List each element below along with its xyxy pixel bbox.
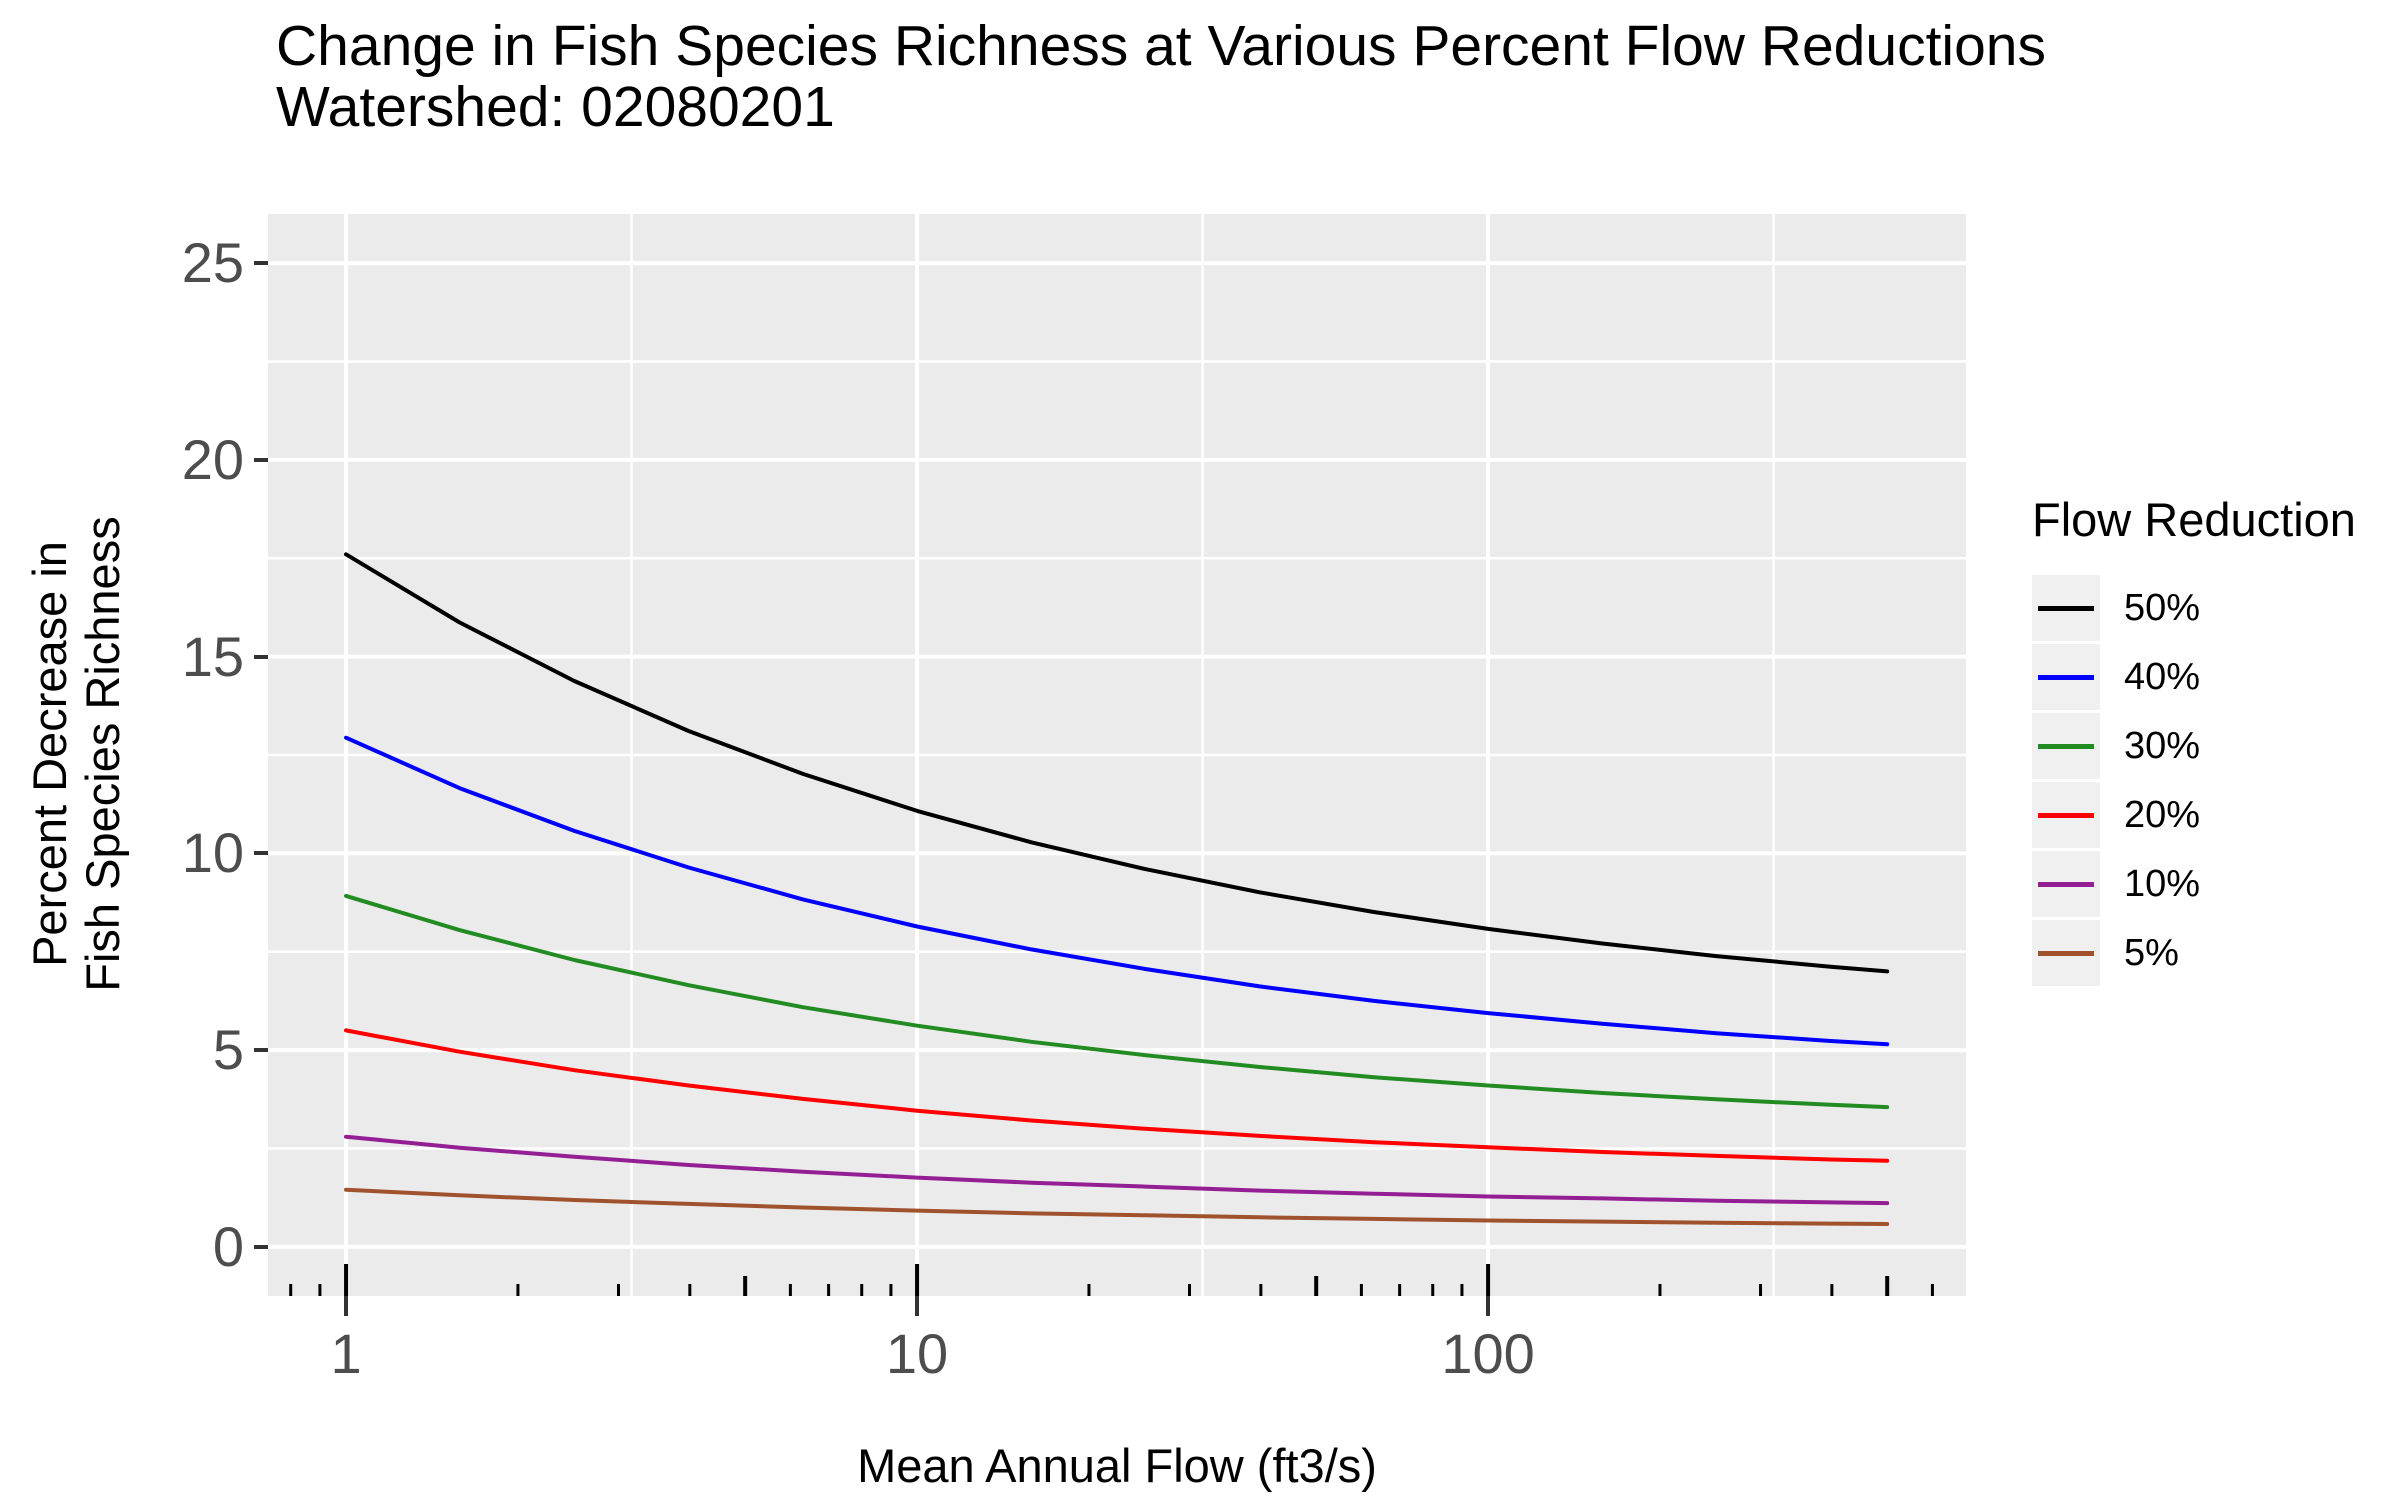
legend-key [2032, 575, 2100, 641]
y-axis-title: Percent Decrease in Fish Species Richnes… [23, 454, 133, 1054]
legend-item-40%: 40% [2032, 644, 2356, 710]
legend-label: 50% [2124, 586, 2201, 629]
legend-title: Flow Reduction [2032, 493, 2356, 546]
y-tick-mark [254, 261, 268, 266]
x-tick-mark [915, 1296, 920, 1316]
legend-swatch-line [2038, 675, 2094, 680]
y-tick-label: 10 [181, 821, 244, 885]
x-tick-label: 100 [1441, 1322, 1535, 1385]
legend-label: 40% [2124, 655, 2201, 698]
legend-item-20%: 20% [2032, 782, 2356, 848]
legend-item-50%: 50% [2032, 575, 2356, 641]
legend-label: 10% [2124, 862, 2201, 905]
legend-key [2032, 851, 2100, 917]
y-tick-mark [254, 1244, 268, 1249]
y-tick-mark [254, 851, 268, 856]
series-line-5% [344, 1187, 1890, 1226]
series-line-30% [344, 893, 1890, 1110]
x-tick-label: 1 [330, 1322, 362, 1385]
legend-swatch-line [2038, 813, 2094, 818]
y-tick-label: 25 [181, 231, 244, 295]
x-tick-label: 10 [885, 1322, 949, 1385]
legend-swatch-line [2038, 951, 2094, 956]
legend-swatch-line [2038, 744, 2094, 749]
x-tick-mark [344, 1296, 349, 1316]
plot-title: Change in Fish Species Richness at Vario… [276, 14, 2046, 78]
y-tick-mark [254, 1048, 268, 1053]
chart-svg [268, 214, 1966, 1296]
y-tick-label: 5 [212, 1018, 244, 1082]
y-axis-title-line1: Percent Decrease in [23, 541, 76, 967]
plot-panel [268, 214, 1966, 1296]
series-line-50% [344, 552, 1890, 974]
y-tick-label: 20 [181, 427, 244, 491]
y-tick-label: 15 [181, 624, 244, 688]
legend-label: 5% [2124, 931, 2179, 974]
legend-items: 50% 40% 30% 20% 10% 5% [2032, 575, 2356, 986]
x-tick-mark [1486, 1296, 1491, 1316]
legend-key [2032, 920, 2100, 986]
legend-swatch-line [2038, 606, 2094, 611]
legend-key [2032, 782, 2100, 848]
y-tick-label: 0 [212, 1214, 244, 1278]
plot-subtitle: Watershed: 02080201 [276, 75, 835, 139]
legend-label: 30% [2124, 724, 2201, 767]
legend-item-5%: 5% [2032, 920, 2356, 986]
legend: Flow Reduction 50% 40% 30% 20% 10% 5% [2032, 492, 2356, 989]
legend-item-30%: 30% [2032, 713, 2356, 779]
y-axis-title-line2: Fish Species Richness [76, 516, 129, 992]
x-axis-title: Mean Annual Flow (ft3/s) [857, 1439, 1377, 1492]
y-tick-mark [254, 457, 268, 462]
legend-item-10%: 10% [2032, 851, 2356, 917]
legend-key [2032, 644, 2100, 710]
series-line-10% [344, 1134, 1890, 1206]
series-line-20% [344, 1028, 1890, 1163]
legend-swatch-line [2038, 882, 2094, 887]
series-line-40% [344, 735, 1890, 1047]
legend-key [2032, 713, 2100, 779]
plot-title-block: Change in Fish Species Richness at Vario… [276, 16, 2046, 138]
y-tick-mark [254, 654, 268, 659]
legend-label: 20% [2124, 793, 2201, 836]
